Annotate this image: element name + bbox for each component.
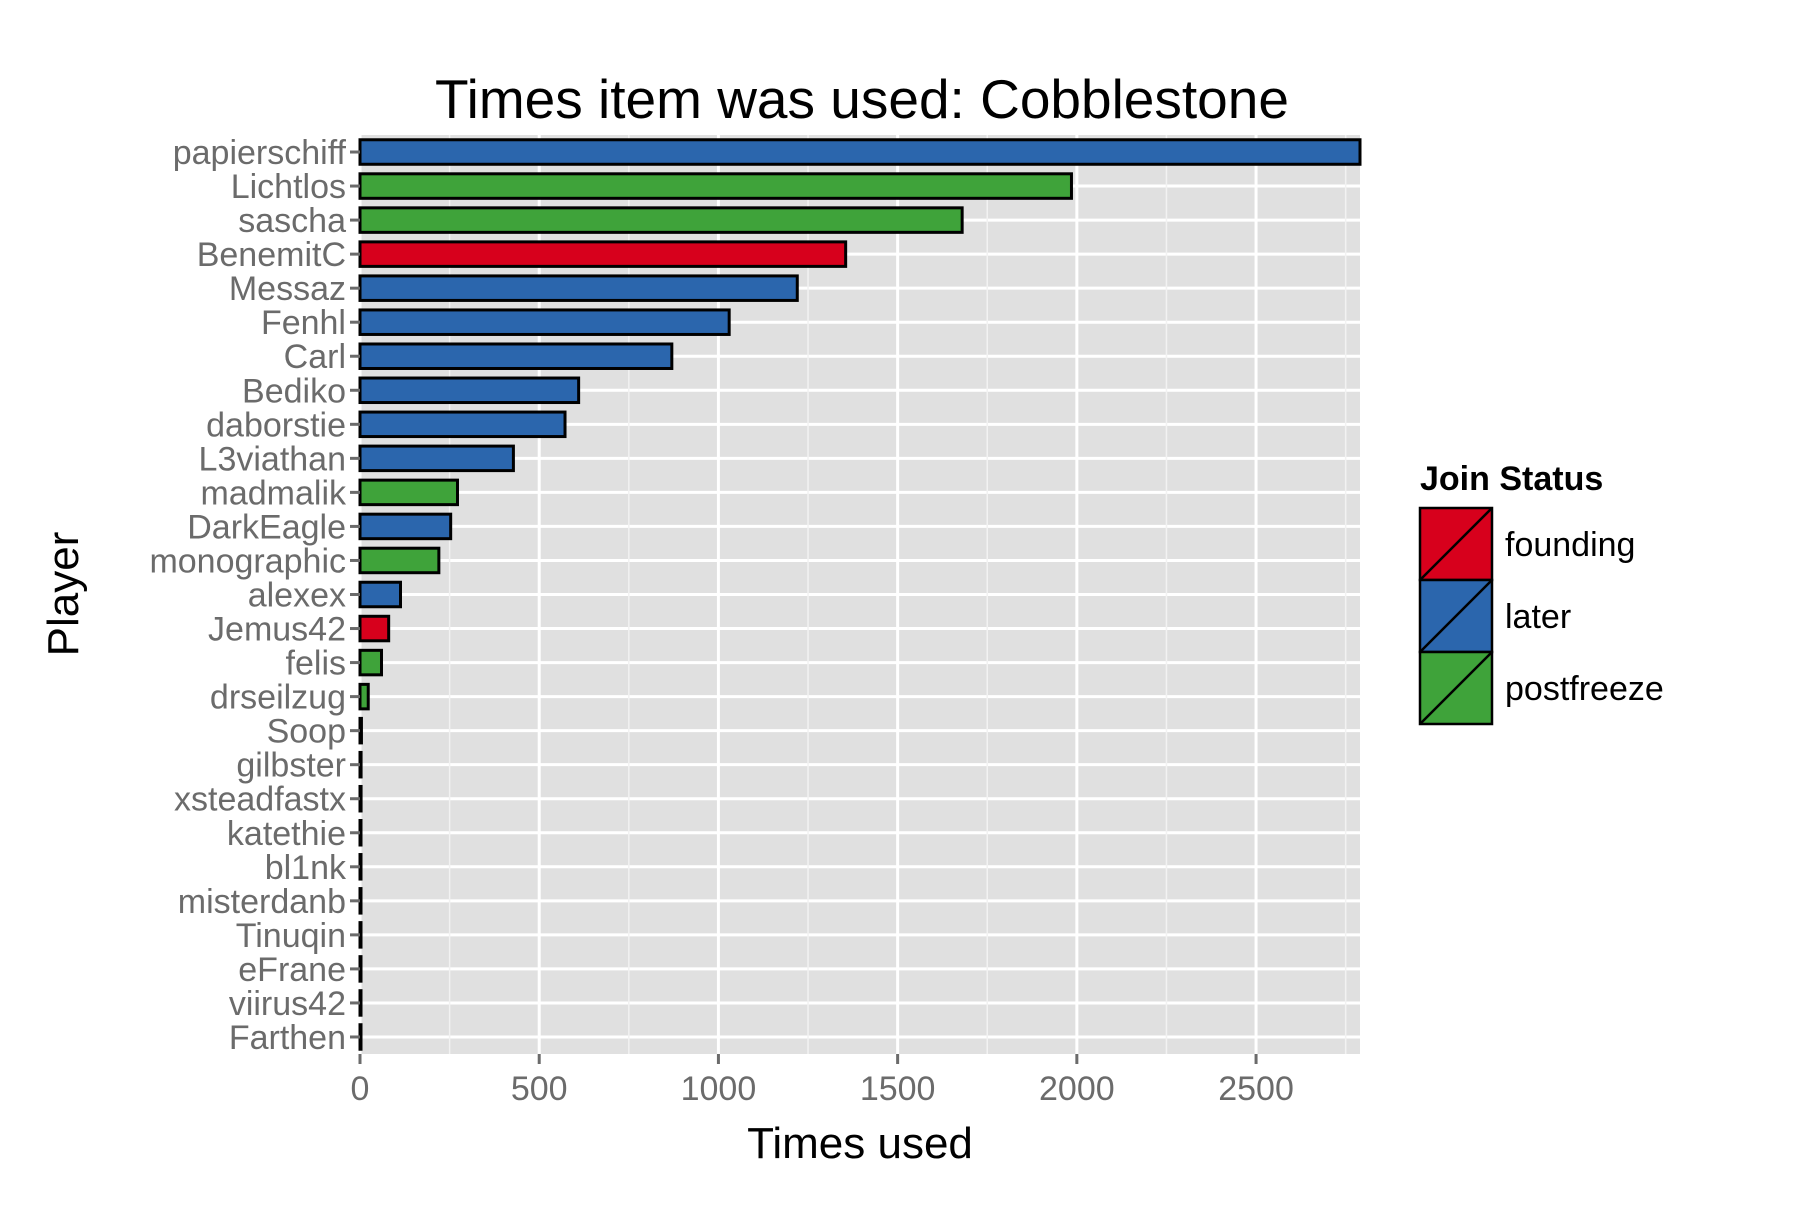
y-tick-label: katethie [227,815,346,853]
bars [358,138,1362,1051]
chart-title: Times item was used: Cobblestone [435,68,1289,130]
y-tick-label: misterdanb [178,883,346,921]
y-tick-label: gilbster [236,747,346,785]
bar-Soop [358,716,363,745]
bar-Carl [358,342,674,370]
bar-Tinuqin [358,921,363,949]
legend-label-later: later [1505,598,1571,636]
y-axis-ticks: papierschiffLichtlossaschaBenemitCMessaz… [149,134,360,1057]
bar-Bediko [358,376,581,405]
bar-Lichtlos [358,172,1073,200]
legend: Join Status founding later postfreeze [1418,460,1664,726]
bar-eFrane [358,955,363,983]
bar-Fenhl [358,308,731,336]
bar-monographic [358,546,441,575]
legend-label-founding: founding [1505,526,1635,564]
legend-item-postfreeze: postfreeze [1418,650,1664,726]
bar-Jemus42 [358,614,391,643]
x-tick-label: 1500 [860,1070,936,1108]
y-tick-label: Bediko [242,372,346,410]
bar-L3viathan [358,444,515,473]
y-tick-label: Tinuqin [236,917,346,955]
bar-Messaz [358,274,799,302]
bar-gilbster [358,750,363,779]
y-tick-label: Jemus42 [208,611,346,649]
bar-misterdanb [358,887,363,915]
y-tick-label: felis [286,645,346,683]
y-tick-label: monographic [149,542,346,580]
x-tick-label: 0 [351,1070,370,1108]
y-tick-label: drseilzug [210,679,346,717]
y-tick-label: viirus42 [229,985,346,1023]
y-tick-label: Farthen [229,1019,346,1057]
y-tick-label: sascha [238,202,346,240]
bar-alexex [358,580,403,609]
y-tick-label: L3viathan [199,440,346,478]
x-tick-label: 500 [511,1070,568,1108]
y-tick-label: DarkEagle [187,508,346,546]
bar-felis [358,648,384,677]
y-tick-label: Messaz [229,270,346,308]
y-tick-label: Fenhl [261,304,346,342]
bar-madmalik [358,478,459,507]
bar-DarkEagle [358,512,453,541]
y-tick-label: Soop [267,713,346,751]
bar-katethie [358,819,363,847]
x-axis-ticks: 0 500 1000 1500 2000 2500 [351,1054,1294,1108]
bar-Farthen [358,1023,363,1051]
legend-item-later: later [1418,578,1571,654]
y-tick-label: eFrane [238,951,346,989]
y-axis-title: Player [39,532,88,657]
bar-drseilzug [358,682,370,711]
y-tick-label: madmalik [201,474,347,512]
y-tick-label: xsteadfastx [174,781,346,819]
legend-swatch-diagonal [1419,579,1493,653]
x-axis-title: Times used [747,1119,973,1168]
legend-item-founding: founding [1418,506,1635,582]
y-tick-label: bl1nk [265,849,347,887]
legend-swatch-diagonal [1419,651,1493,725]
x-tick-label: 1000 [681,1070,757,1108]
legend-title: Join Status [1420,460,1603,498]
bar-BenemitC [358,240,848,268]
x-tick-label: 2000 [1039,1070,1115,1108]
legend-items: founding later postfreeze [1418,506,1664,726]
y-tick-label: alexex [248,577,346,615]
y-tick-label: papierschiff [173,134,347,172]
y-tick-label: BenemitC [197,236,346,274]
bar-daborstie [358,410,567,439]
bar-bl1nk [358,853,363,881]
bar-sascha [358,206,964,234]
bar-viirus42 [358,989,363,1017]
bar-xsteadfastx [358,784,363,813]
legend-swatch-diagonal [1419,507,1493,581]
y-tick-label: Carl [284,338,346,376]
y-tick-label: Lichtlos [231,168,346,206]
legend-label-postfreeze: postfreeze [1505,670,1664,708]
bar-papierschiff [358,138,1362,166]
x-tick-label: 2500 [1218,1070,1294,1108]
y-tick-label: daborstie [206,406,346,444]
